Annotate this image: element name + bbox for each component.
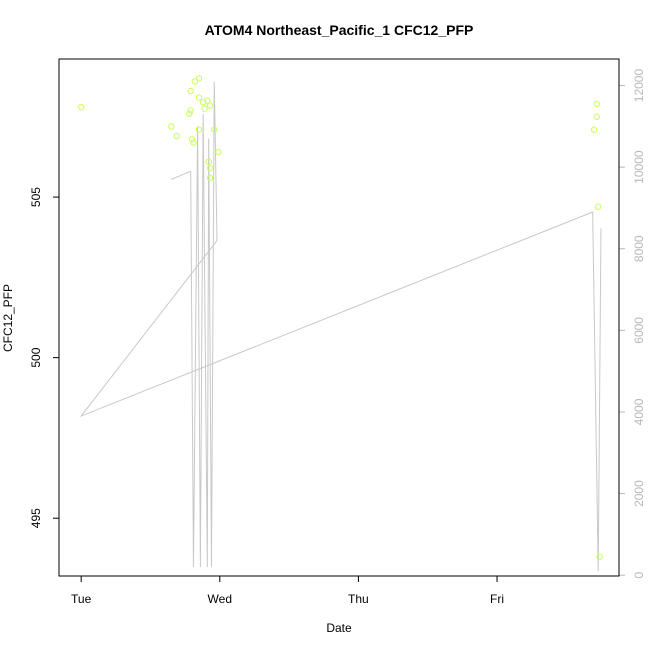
scatter-point [206, 102, 214, 109]
scatter-point [188, 136, 196, 143]
scatter-point [593, 113, 601, 121]
y-axis-label: CFC12_PFP [1, 284, 15, 352]
scatter-point [211, 126, 218, 133]
right-axis-tick-label: 4000 [632, 398, 646, 425]
scatter-point [206, 174, 214, 182]
scatter-point [206, 164, 214, 172]
right-axis-tick-label: 12000 [632, 69, 646, 103]
scatter-point [205, 158, 212, 165]
scatter-point [173, 132, 181, 140]
right-axis-tick-label: 0 [632, 572, 646, 579]
scatter-point [590, 126, 598, 133]
scatter-point [201, 105, 208, 112]
chart-title: ATOM4 Northeast_Pacific_1 CFC12_PFP [205, 22, 474, 38]
scatter-point [195, 75, 203, 82]
scatter-point [186, 110, 193, 117]
right-axis-series-line [79, 81, 602, 572]
scatter-point [204, 97, 211, 104]
plot-layer [77, 75, 603, 572]
bottom-axis-tick-label: Tue [71, 592, 92, 606]
scatter-point [215, 148, 222, 156]
scatter-point [195, 94, 203, 101]
scatter-point [190, 139, 197, 146]
right-axis-tick-label: 10000 [632, 150, 646, 184]
bottom-axis-tick-label: Thu [348, 592, 369, 606]
x-axis-label: Date [326, 621, 352, 635]
scatter-point [593, 100, 601, 108]
scatter-point [168, 123, 175, 130]
right-axis-tick-label: 8000 [632, 235, 646, 262]
scatter-point [596, 553, 603, 560]
scatter-point [187, 87, 194, 95]
bottom-axis-tick-label: Wed [208, 592, 232, 606]
scatter-point [187, 107, 194, 114]
left-axis-tick-label: 495 [29, 508, 43, 528]
scatter-point [191, 78, 199, 85]
scatter-point [595, 203, 602, 210]
left-axis-tick-label: 500 [29, 347, 43, 367]
left-axis-tick-label: 505 [29, 187, 43, 207]
right-axis-tick-label: 2000 [632, 480, 646, 507]
scatter-point [77, 103, 85, 111]
scatter-point [195, 126, 203, 133]
bottom-axis-tick-label: Fri [490, 592, 504, 606]
plot-frame [58, 58, 620, 577]
scatter-point [199, 99, 207, 106]
right-axis-tick-label: 6000 [632, 317, 646, 344]
